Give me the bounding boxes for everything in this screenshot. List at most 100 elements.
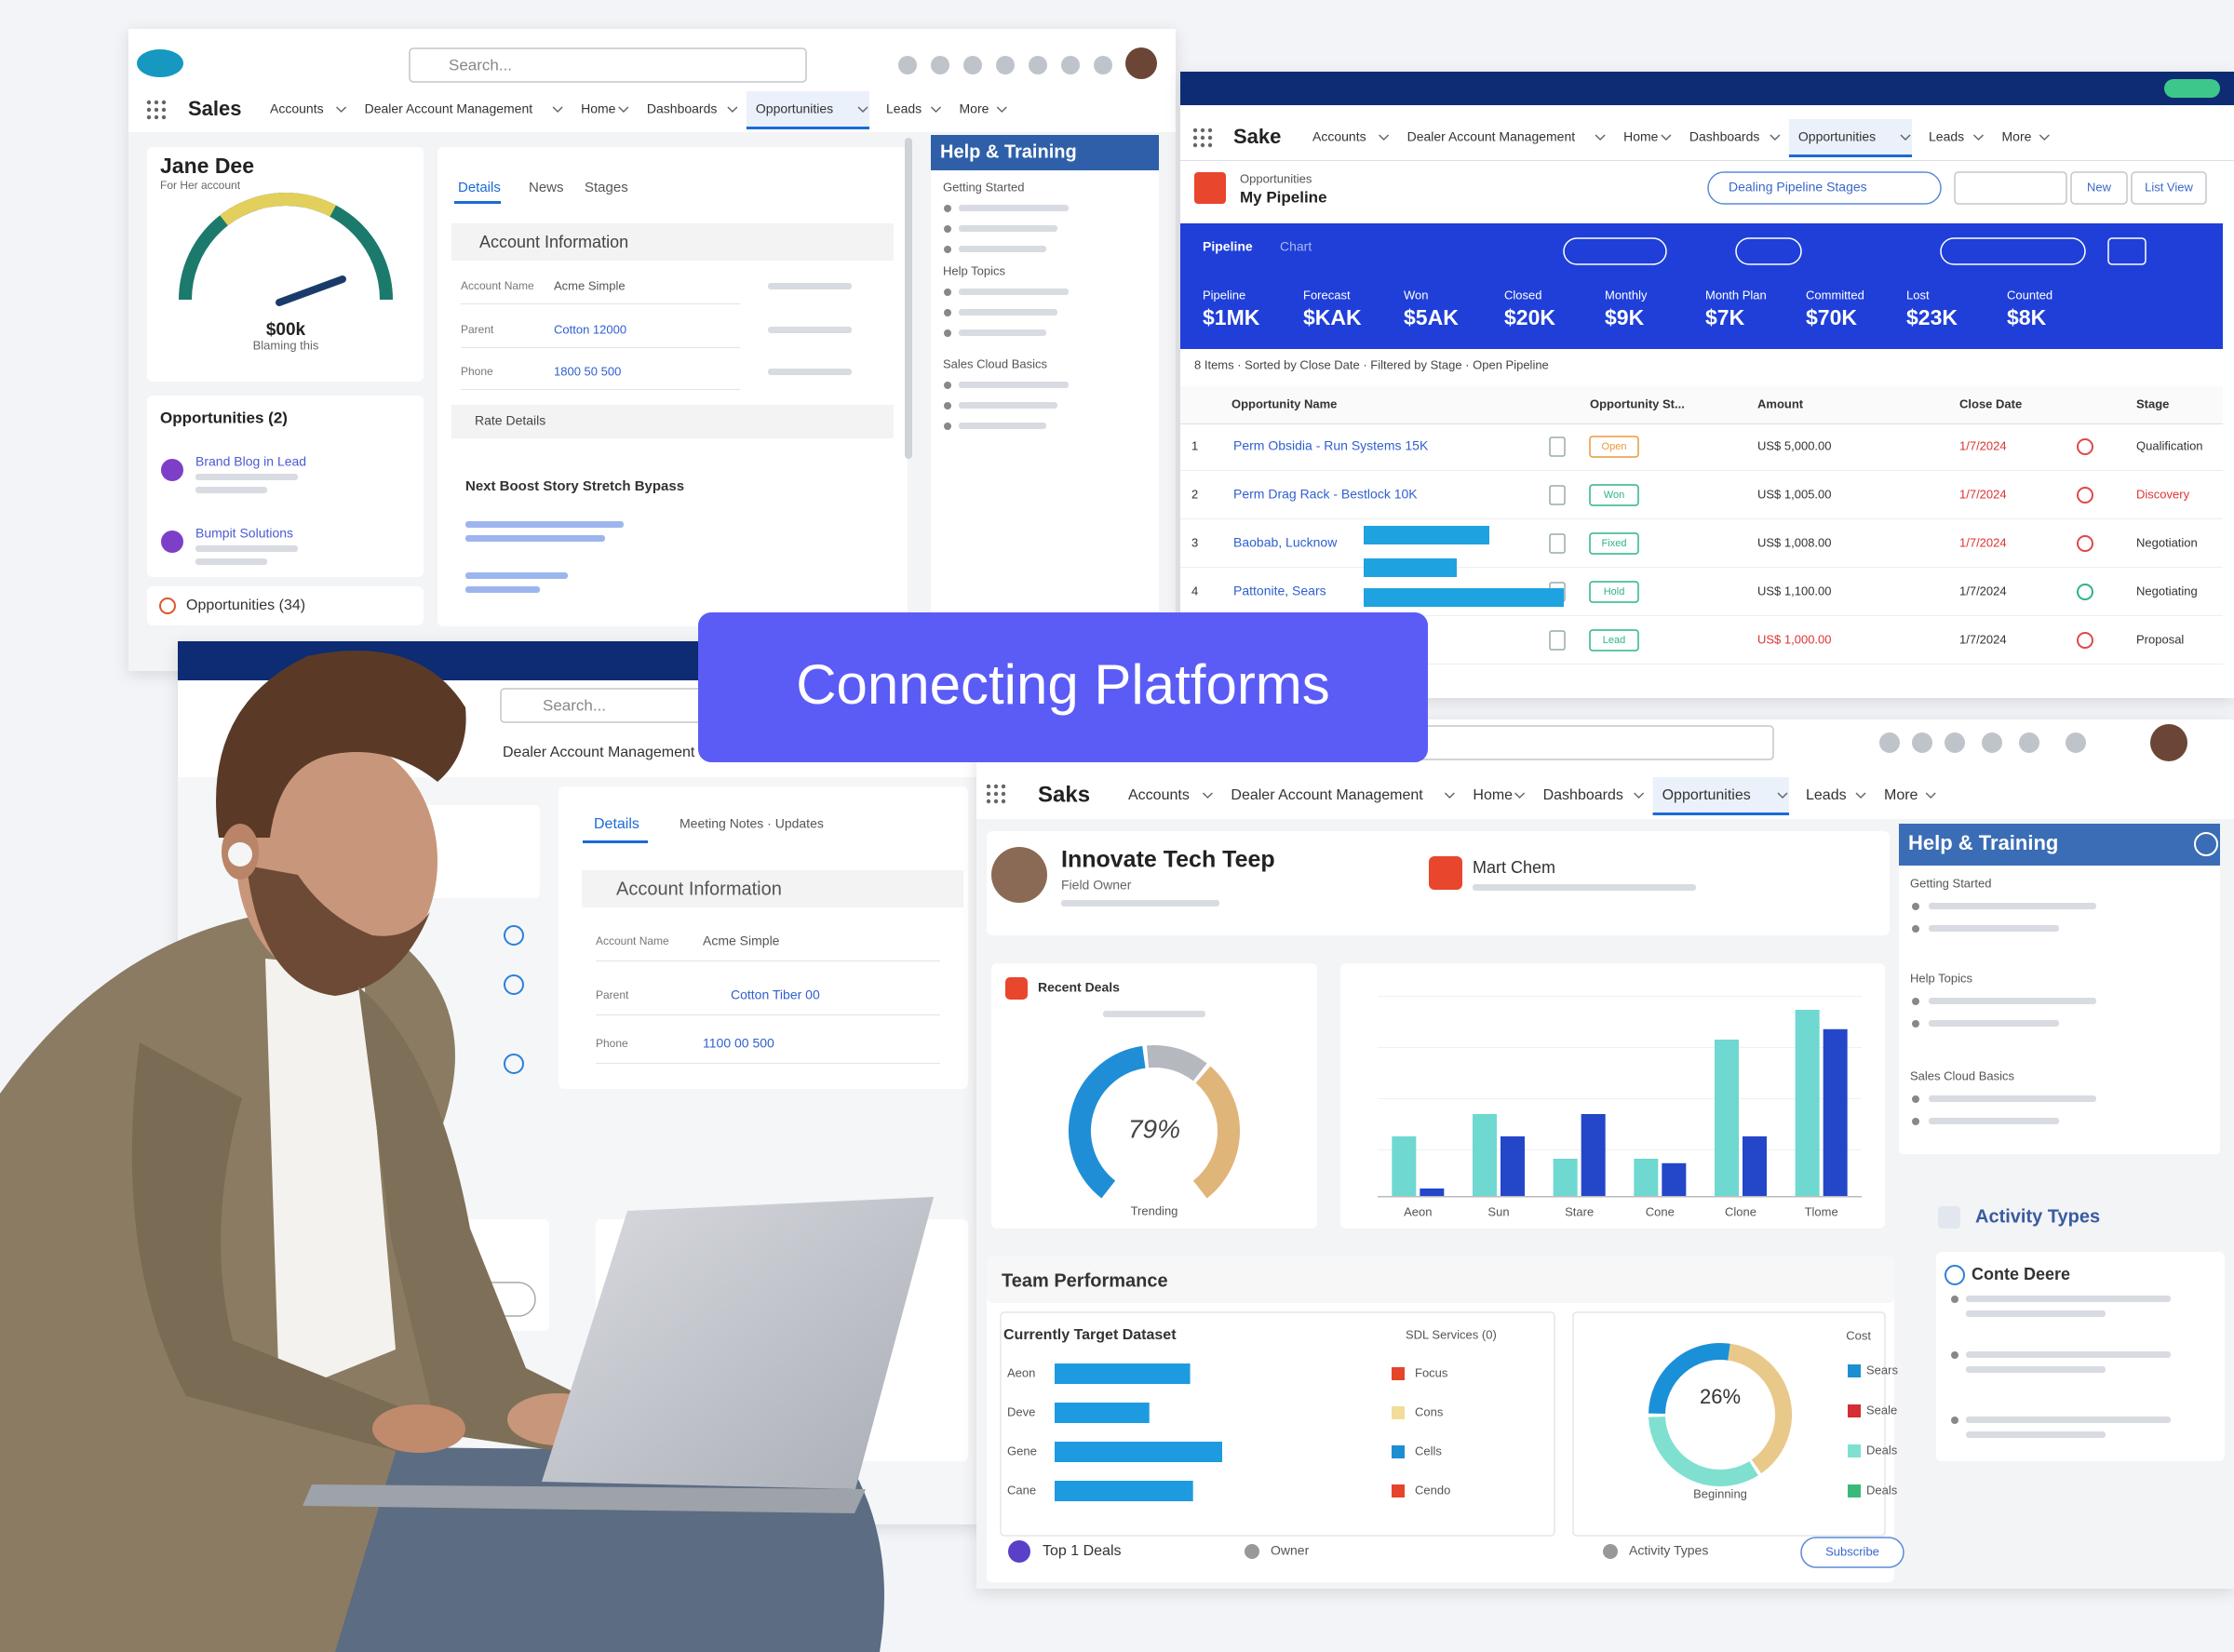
y-tick-label: Aeon (1007, 1365, 1035, 1379)
logo (137, 49, 183, 77)
help-header (1899, 824, 2220, 866)
kpi-value: $23K (1906, 305, 1958, 329)
stage-badge (1589, 484, 1639, 506)
status-icon (2077, 535, 2093, 552)
banner-title: Connecting Platforms (796, 653, 1330, 716)
person-hair (216, 651, 466, 838)
kpi-value: $20K (1504, 305, 1555, 329)
field-value: 1100 00 500 (703, 1036, 774, 1051)
amount: US$ 1,000.00 (1757, 632, 1832, 646)
column-header: Amount (1757, 396, 1804, 410)
toolbar-icon (1945, 732, 1965, 753)
gauge-value: 79% (1128, 1114, 1180, 1143)
bar (1392, 1136, 1417, 1196)
bar (1501, 1136, 1525, 1196)
section-title: Account Information (616, 879, 782, 899)
field-label: Phone (461, 365, 493, 378)
gauge-segment (1146, 1045, 1207, 1081)
app-launcher-dot (993, 799, 999, 804)
kpi-value: $8K (2007, 305, 2047, 329)
status-icon (2077, 487, 2093, 504)
donut-segment (1649, 1343, 1730, 1415)
y-tick-label: Cane (1007, 1483, 1036, 1497)
amount: US$ 1,100.00 (1757, 584, 1832, 598)
card-title: Conte Deere (1972, 1265, 2070, 1283)
related-title: Opportunities (34) (186, 598, 305, 613)
tab-chevron (1514, 792, 1526, 799)
placeholder-line (1061, 900, 1219, 907)
amount: US$ 1,008.00 (1757, 535, 1832, 549)
button (2070, 171, 2128, 205)
placeholder-line (959, 289, 1069, 295)
active-tab-underline (746, 127, 869, 129)
gauge-value: $00k (266, 320, 306, 340)
bullet (1912, 1095, 1919, 1103)
amount: US$ 1,005.00 (1757, 487, 1832, 501)
stage-badge (1589, 436, 1639, 458)
row-number: 4 (1191, 584, 1198, 598)
tab-chevron (727, 106, 738, 114)
legend-label: Seale (1866, 1403, 1897, 1417)
detail-tab: Meeting Notes · Updates (680, 816, 824, 831)
app-launcher-dot (1207, 135, 1213, 141)
placeholder-line (195, 474, 298, 480)
kpi-label: Closed (1504, 288, 1541, 302)
person-beard (247, 866, 430, 996)
tab-chevron (1379, 134, 1390, 141)
app-launcher-dot (146, 100, 152, 105)
status-icon (2077, 632, 2093, 649)
bar (1743, 1136, 1767, 1196)
icon-buttons (1954, 171, 2067, 205)
tab-chevron (1202, 792, 1213, 799)
row-number: 2 (1191, 487, 1198, 501)
app-name: Saks (1038, 782, 1090, 807)
link-line (465, 535, 605, 542)
y-tick-label: Gene (1007, 1444, 1037, 1457)
toolbar-icon (931, 56, 949, 74)
toolbar-icon (963, 56, 982, 74)
nav-tab: Dealer Account Management (1231, 787, 1423, 803)
legend-swatch (1392, 1406, 1405, 1419)
inner-card (1000, 1311, 1555, 1537)
help-title: Help & Training (940, 141, 1077, 162)
divider (1180, 664, 2223, 665)
person-sleeve (358, 987, 582, 1452)
x-tick-label: Stare (1565, 1204, 1594, 1218)
toolbar-icon (1029, 56, 1047, 74)
placeholder-line (1966, 1366, 2106, 1373)
divider (461, 389, 740, 390)
kpi-value: $1MK (1203, 305, 1260, 329)
tab-chevron (1595, 134, 1606, 141)
app-launcher-dot (993, 791, 999, 797)
bar (1055, 1363, 1191, 1384)
help-item: Help Topics (943, 263, 1005, 277)
nav-tab: Leads (886, 101, 922, 116)
related-title: Opportunities (2) (160, 409, 288, 426)
company-name: Mart Chem (1473, 858, 1555, 877)
close-date: 1/7/2024 (1959, 438, 2007, 452)
bullet (944, 423, 951, 430)
list-name: My Pipeline (1240, 188, 1327, 206)
detail-tab: News (529, 180, 564, 195)
kpi-value: $70K (1806, 305, 1857, 329)
nav-tab: Dealer Account Management (1407, 129, 1576, 144)
help-panel (1899, 824, 2220, 1154)
section-title: Rate Details (475, 413, 545, 428)
bullet (944, 309, 951, 316)
band-pill (1735, 237, 1802, 265)
active-tab-underline (1788, 154, 1912, 157)
record-icon (1194, 172, 1226, 204)
avatar (1125, 47, 1157, 79)
placeholder-line (959, 205, 1069, 211)
divider (1180, 160, 2234, 161)
bullet (944, 246, 951, 253)
bullet (944, 225, 951, 233)
stage: Discovery (2136, 487, 2190, 501)
app-launcher-dot (1207, 128, 1213, 133)
app-launcher-dot (1001, 791, 1006, 797)
link-line (465, 521, 624, 528)
stage-badge (1589, 629, 1639, 651)
nav-tab: Opportunities (1798, 129, 1876, 144)
team-header (987, 1256, 1894, 1303)
help-title: Help & Training (1908, 831, 2058, 854)
